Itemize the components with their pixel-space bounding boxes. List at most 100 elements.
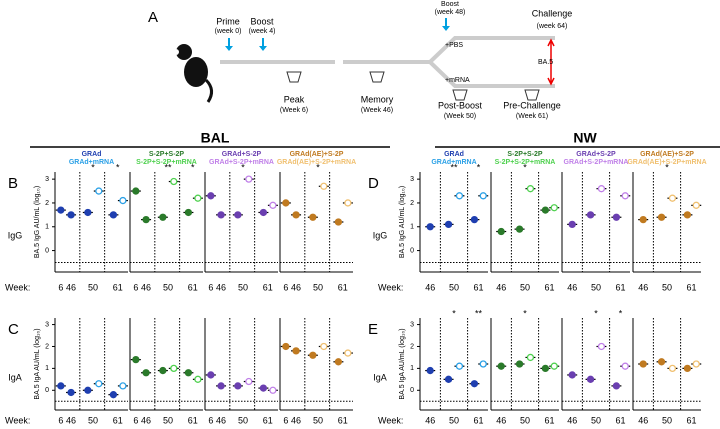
point (526, 185, 535, 193)
significance: * (316, 162, 320, 172)
point (207, 371, 215, 379)
x-tick-label: 61 (615, 415, 625, 425)
point (159, 366, 167, 375)
point (426, 223, 434, 231)
significance: ** (164, 162, 172, 172)
label: Memory (361, 94, 394, 104)
section-title: NW (573, 130, 597, 146)
x-tick-label: 6 (283, 415, 288, 425)
y-axis-label: BA.5 IgG AU/mL (log₁₀) (399, 186, 406, 258)
y-tick-label: 1 (45, 224, 49, 231)
group-title: S-2P+S-2P+mRNA (495, 159, 556, 166)
point (84, 208, 92, 217)
y-tick-label: 1 (45, 365, 49, 372)
x-tick-label: 61 (473, 415, 483, 425)
point (245, 377, 253, 386)
point (692, 360, 700, 368)
point (217, 382, 225, 390)
x-tick-label: 46 (291, 415, 301, 425)
label: (week 64) (537, 23, 568, 30)
x-tick-label: 50 (88, 282, 98, 292)
point (470, 380, 479, 388)
point (334, 358, 343, 366)
group-title: GRAd(AE)+S-2P (290, 151, 344, 158)
y-tick-label: 2 (45, 343, 49, 350)
point (597, 185, 606, 193)
significance: * (477, 162, 481, 172)
y-tick-label: 0 (410, 247, 414, 254)
point (132, 355, 140, 364)
x-tick-label: 6 (208, 282, 213, 292)
point (234, 382, 242, 390)
x-tick-label: 61 (544, 415, 554, 425)
point (426, 366, 434, 375)
group-title: GRAd+mRNA (431, 159, 476, 166)
point (217, 211, 225, 219)
group-title: GRAd+S-2P+mRNA (564, 159, 629, 166)
point (170, 364, 178, 373)
significance: * (116, 162, 120, 172)
significance: * (91, 162, 95, 172)
x-tick-label: 50 (88, 415, 98, 425)
label: (Week 6) (280, 107, 308, 114)
point (455, 192, 464, 200)
point (668, 194, 677, 202)
point (526, 353, 535, 362)
x-tick-label: 61 (686, 282, 696, 292)
label: BA.5 (538, 59, 553, 66)
group-title: S-2P+S-2P+mRNA (136, 159, 197, 166)
group-title: GRAd(AE)+S-2P+mRNA (627, 159, 706, 166)
point (621, 192, 629, 200)
point (282, 199, 290, 207)
y-tick-label: 0 (45, 247, 49, 254)
point (309, 351, 317, 359)
significance: * (452, 308, 456, 318)
group-title: GRAd(AE)+S-2P+mRNA (277, 159, 356, 166)
point (142, 369, 150, 377)
x-tick-label: 6 (208, 415, 213, 425)
panel-letter: A (148, 9, 158, 26)
x-tick-label: 6 (58, 415, 63, 425)
point (282, 342, 290, 351)
group-title: GRAd (444, 151, 464, 158)
x-tick-label: 50 (163, 282, 173, 292)
label: Post-Boost (438, 100, 483, 110)
panel-a: A Prime (week 0) Boost (week 4) Boost (w… (148, 1, 572, 120)
row-label: IgG (8, 230, 23, 240)
point (550, 204, 558, 212)
panel-letter: E (368, 321, 378, 338)
x-tick-label: 50 (313, 415, 323, 425)
group-title: GRAd+mRNA (69, 159, 114, 166)
point (67, 388, 75, 397)
week-label: Week: (378, 282, 403, 292)
group-title: S-2P+S-2P (507, 151, 543, 158)
timeline-text: Prime (week 0) Boost (week 4) Boost (wee… (215, 1, 573, 120)
x-tick-label: 50 (662, 282, 672, 292)
point (550, 362, 558, 370)
week-label: Week: (5, 415, 30, 425)
x-tick-label: 50 (163, 415, 173, 425)
point (309, 213, 317, 221)
point (320, 182, 328, 190)
x-tick-label: 61 (544, 282, 554, 292)
sample-icons (286, 71, 540, 101)
x-tick-label: 46 (496, 415, 506, 425)
point (455, 362, 464, 370)
y-tick-label: 1 (410, 224, 414, 231)
point (470, 215, 479, 224)
label: (Week 46) (361, 107, 393, 114)
label: Challenge (532, 8, 573, 18)
point (479, 192, 487, 200)
x-tick-label: 50 (313, 282, 323, 292)
significance: * (619, 308, 623, 318)
point (497, 227, 505, 236)
point (497, 362, 505, 370)
x-tick-label: 46 (425, 415, 435, 425)
x-tick-label: 46 (66, 415, 76, 425)
point (586, 375, 595, 383)
x-tick-label: 46 (141, 282, 151, 292)
x-tick-label: 50 (238, 282, 248, 292)
x-tick-label: 46 (216, 415, 226, 425)
